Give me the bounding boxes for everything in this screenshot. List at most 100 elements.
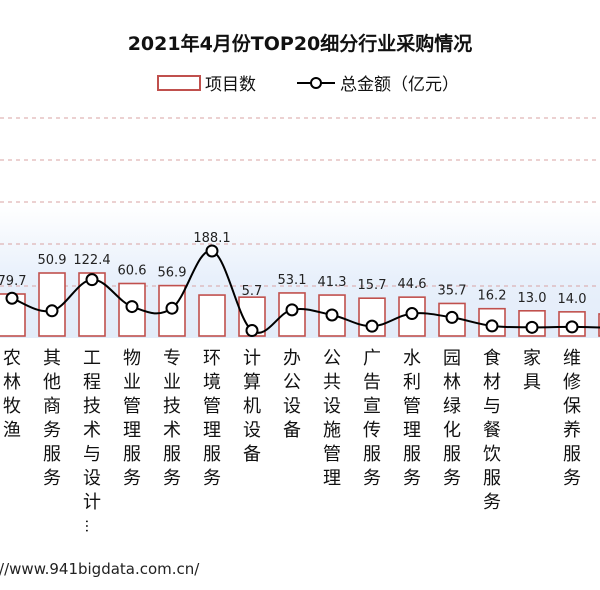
category-label-0-char: 牧: [3, 396, 21, 417]
point-12: [487, 320, 498, 331]
category-label-6-char: 算: [243, 372, 261, 393]
value-label-0: 79.7: [0, 274, 26, 289]
category-label-4-char: 务: [163, 468, 181, 489]
category-label-5-char: 理: [203, 420, 221, 441]
category-label-4-char: 技: [163, 396, 181, 417]
category-label-9-char: 务: [363, 468, 381, 489]
category-label-12-char: 食: [483, 348, 501, 369]
category-label-0-char: 林: [3, 372, 21, 393]
value-label-5: 188.1: [193, 231, 230, 246]
value-label-3: 60.6: [118, 264, 147, 279]
category-label-7-char: 备: [283, 420, 301, 441]
category-label-3-char: 服: [123, 444, 141, 465]
point-3: [127, 301, 138, 312]
value-label-2: 122.4: [73, 253, 110, 268]
category-label-11-char: 务: [443, 468, 461, 489]
category-label-5-char: 务: [203, 468, 221, 489]
category-label-8-char: 施: [323, 420, 341, 441]
category-label-1-char: 其: [43, 348, 61, 369]
point-5: [207, 245, 218, 256]
category-label-8-char: 共: [323, 372, 341, 393]
category-label-6-char: 备: [243, 444, 261, 465]
category-label-6-char: 计: [243, 348, 261, 369]
category-label-9-char: 宣: [363, 396, 381, 417]
point-14: [567, 321, 578, 332]
category-label-8-char: 管: [323, 444, 341, 465]
point-13: [527, 322, 538, 333]
category-label-0-char: 渔: [3, 420, 21, 441]
value-label-6: 5.7: [242, 284, 263, 299]
category-label-10-char: 服: [403, 444, 421, 465]
category-label-13-char: 家: [523, 348, 541, 369]
category-label-2-char: 工: [83, 348, 101, 369]
value-label-14: 14.0: [558, 292, 587, 307]
category-label-14-char: 维: [563, 348, 581, 369]
category-label-9-char: 告: [363, 372, 381, 393]
point-11: [447, 312, 458, 323]
value-label-1: 50.9: [38, 253, 67, 268]
category-label-9-char: 广: [363, 348, 381, 369]
category-label-3-char: 务: [123, 468, 141, 489]
category-label-14-char: 服: [563, 444, 581, 465]
category-label-7-char: 公: [283, 372, 301, 393]
category-label-12-char: 饮: [483, 444, 501, 465]
category-label-1-char: 服: [43, 444, 61, 465]
category-label-14-char: 务: [563, 468, 581, 489]
value-label-4: 56.9: [158, 266, 187, 281]
category-label-10-char: 务: [403, 468, 421, 489]
category-label-10-char: 利: [403, 372, 421, 393]
category-label-8-char: 设: [323, 396, 341, 417]
category-label-5-char: 管: [203, 396, 221, 417]
category-label-12-char: 餐: [483, 420, 501, 441]
value-label-9: 15.7: [358, 278, 387, 293]
category-label-4-char: 术: [163, 420, 181, 441]
category-label-14-char: 保: [563, 396, 581, 417]
category-label-3-char: 管: [123, 396, 141, 417]
category-label-11-char: 林: [443, 372, 461, 393]
category-label-14-char: 修: [563, 372, 581, 393]
bar-5: [199, 295, 225, 336]
point-0: [7, 293, 18, 304]
category-label-9-char: 传: [363, 420, 381, 441]
legend-bar-swatch: [158, 76, 200, 90]
category-label-2-char: …: [82, 519, 98, 533]
category-label-5-char: 服: [203, 444, 221, 465]
category-label-8-char: 理: [323, 468, 341, 489]
value-label-10: 44.6: [398, 277, 427, 292]
category-label-11-char: 服: [443, 444, 461, 465]
value-label-7: 53.1: [278, 273, 307, 288]
category-label-11-char: 绿: [443, 396, 461, 417]
category-label-6-char: 机: [243, 396, 261, 417]
category-label-2-char: 与: [83, 444, 101, 465]
point-10: [407, 308, 418, 319]
point-4: [167, 303, 178, 314]
category-label-14-char: 养: [563, 420, 581, 441]
category-label-5-char: 境: [203, 372, 221, 393]
value-label-11: 35.7: [438, 283, 467, 298]
category-label-10-char: 理: [403, 420, 421, 441]
category-label-12-char: 务: [483, 492, 501, 513]
category-label-12-char: 与: [483, 396, 501, 417]
category-label-10-char: 水: [403, 348, 421, 369]
category-label-11-char: 化: [443, 420, 461, 441]
category-label-1-char: 务: [43, 468, 61, 489]
category-label-3-char: 业: [123, 372, 141, 393]
category-label-11-char: 园: [443, 348, 461, 369]
category-label-0-char: 农: [3, 348, 21, 369]
category-label-1-char: 商: [43, 396, 61, 417]
category-label-2-char: 程: [83, 372, 101, 393]
category-label-4-char: 业: [163, 372, 181, 393]
point-9: [367, 321, 378, 332]
category-labels: 农林牧渔其他商务服务工程技术与设计…物业管理服务专业技术服务环境管理服务计算机设…: [3, 348, 581, 533]
category-label-12-char: 服: [483, 468, 501, 489]
point-2: [87, 274, 98, 285]
value-label-12: 16.2: [478, 289, 507, 304]
category-label-13-char: 具: [523, 372, 541, 393]
category-label-3-char: 理: [123, 420, 141, 441]
point-6: [247, 325, 258, 336]
category-label-10-char: 管: [403, 396, 421, 417]
value-label-13: 13.0: [518, 291, 547, 306]
category-label-6-char: 设: [243, 420, 261, 441]
